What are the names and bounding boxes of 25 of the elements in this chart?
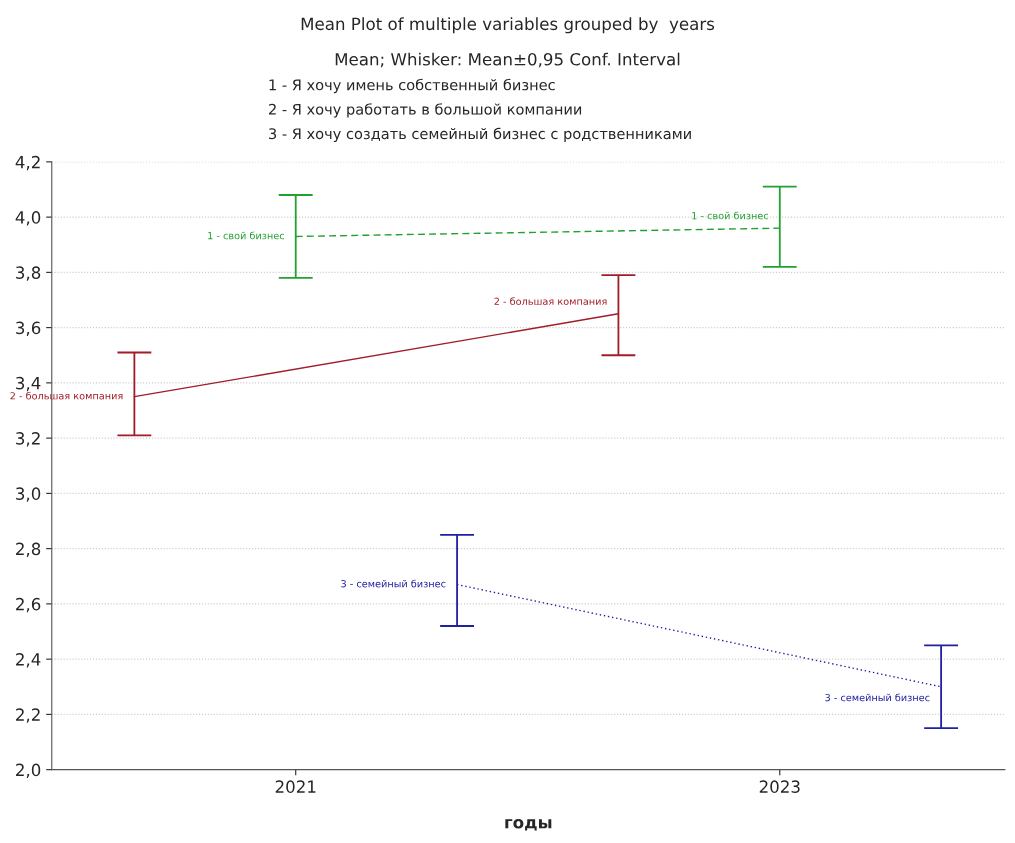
x-axis-title: годы	[505, 818, 552, 831]
series-label: 2 - большая компания	[494, 297, 607, 305]
y-tick-label: 3,2	[16, 432, 40, 447]
text: 1 - Я хочу имень собственный бизнес	[269, 78, 555, 94]
text: 3 - семейный бизнес	[341, 579, 446, 588]
y-tick-label: 2,6	[16, 597, 41, 613]
series-label: 3 - семейный бизнес	[825, 693, 930, 702]
x-tick-label: 2021	[275, 780, 316, 793]
series-label: 1 - свой бизнес	[692, 211, 769, 220]
chart-subtitle: Mean; Whisker: Mean±0,95 Conf. Interval	[335, 52, 680, 68]
y-tick-label: 2,2	[16, 708, 40, 723]
y-tick-label: 2,8	[16, 542, 41, 557]
y-tick-label: 3,6	[16, 321, 41, 336]
y-tick-label: 2,0	[16, 763, 41, 778]
y-tick-label: 3,8	[16, 266, 41, 281]
text: 1 - свой бизнес	[208, 231, 285, 240]
x-tick-label: 2023	[759, 780, 800, 793]
y-tick-label: 4,0	[15, 211, 41, 226]
y-tick-label: 3,0	[16, 487, 41, 502]
y-tick-label: 2,4	[16, 653, 41, 668]
text: 2 - Я хочу работать в большой компании	[269, 103, 582, 118]
chart-title: Mean Plot of multiple variables grouped by years	[301, 17, 715, 34]
text: 3 - Я хочу создать семейный бизнес с родственниками	[269, 127, 691, 143]
y-tick-label: 3,4	[16, 376, 41, 392]
y-tick-label: 4,2	[15, 155, 40, 171]
